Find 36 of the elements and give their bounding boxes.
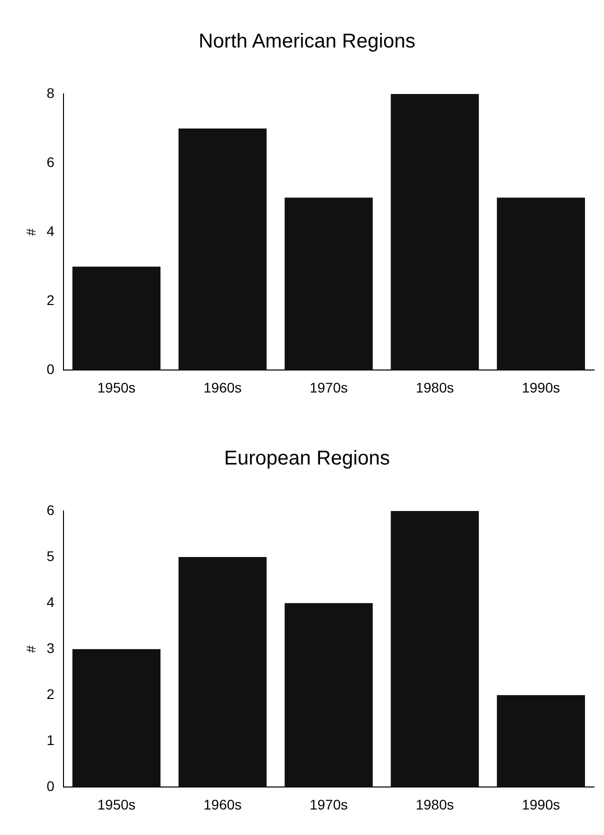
- y-tick-label: 2: [46, 686, 55, 702]
- x-tick-label: 1970s: [310, 796, 348, 812]
- y-tick-label: 0: [46, 778, 55, 794]
- bar: [178, 557, 267, 788]
- bar: [390, 511, 479, 788]
- x-tick-label: 1950s: [97, 796, 136, 812]
- bar: [72, 266, 160, 370]
- x-tick-label: 1990s: [522, 796, 560, 812]
- x-tick-label: 1980s: [416, 796, 454, 812]
- chart-title: European Regions: [224, 448, 390, 470]
- y-tick-label: 4: [46, 594, 55, 610]
- x-tick-label: 1960s: [203, 796, 242, 812]
- bar: [284, 603, 373, 788]
- x-tick-label: 1990s: [522, 379, 560, 396]
- bar: [496, 198, 585, 370]
- x-tick-label: 1970s: [310, 379, 348, 396]
- x-tick-label: 1960s: [203, 379, 242, 396]
- bar: [72, 649, 160, 788]
- y-tick-label: 2: [46, 292, 55, 308]
- x-tick-label: 1950s: [97, 379, 136, 396]
- y-tick-label: 6: [46, 154, 55, 170]
- y-tick-label: 0: [46, 361, 55, 378]
- bar: [178, 128, 267, 370]
- y-axis-title: #: [23, 644, 38, 653]
- bar: [496, 695, 585, 788]
- y-tick-label: 4: [46, 222, 55, 239]
- y-axis-title: #: [23, 228, 38, 236]
- x-tick-label: 1980s: [416, 379, 454, 396]
- bar: [284, 198, 373, 370]
- y-tick-label: 1: [46, 732, 55, 748]
- bar: [390, 94, 479, 370]
- y-tick-label: 5: [46, 548, 55, 564]
- chart-title: North American Regions: [198, 30, 416, 53]
- y-tick-label: 8: [46, 84, 55, 101]
- y-tick-label: 6: [46, 502, 55, 518]
- y-tick-label: 3: [46, 640, 55, 656]
